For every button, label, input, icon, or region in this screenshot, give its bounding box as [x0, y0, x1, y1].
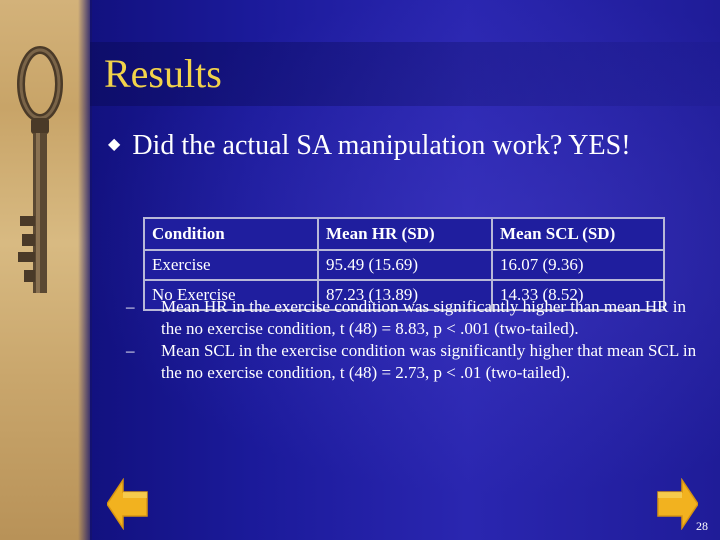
key-shaft-highlight [36, 133, 40, 293]
slide-title: Results [104, 51, 222, 96]
next-slide-button[interactable] [656, 478, 698, 530]
key-bow [17, 46, 63, 122]
table-cell: 16.07 (9.36) [491, 249, 665, 281]
header-condition: Condition [143, 217, 319, 251]
prev-slide-button[interactable] [107, 478, 149, 530]
sub-bullet-text: Mean SCL in the exercise condition was s… [161, 341, 697, 382]
arrow-left-icon [107, 478, 148, 530]
title-band [90, 42, 720, 106]
dash-bullet: – [126, 341, 135, 360]
table-cell: No Exercise [143, 279, 319, 311]
key-bit [18, 216, 35, 282]
sub-bullet-list: – Mean HR in the exercise condition was … [126, 296, 700, 384]
parchment-edge [78, 0, 92, 540]
antique-key-image [17, 46, 63, 293]
main-bullet: ◆ Did the actual SA manipulation work? YE… [108, 130, 631, 162]
list-item: – Mean SCL in the exercise condition was… [126, 340, 700, 384]
main-bullet-text: Did the actual SA manipulation work? YES… [132, 130, 631, 161]
table-cell: 87.23 (13.89) [317, 279, 493, 311]
table-cell: Exercise [143, 249, 319, 281]
table-cell: 14.33 (8.52) [491, 279, 665, 311]
table-row: Exercise 95.49 (15.69) 16.07 (9.36) [143, 249, 665, 281]
page-number: 28 [696, 519, 708, 533]
diamond-bullet-icon: ◆ [108, 136, 121, 153]
list-item: – Mean HR in the exercise condition was … [126, 296, 700, 340]
key-collar [31, 118, 49, 134]
dash-bullet: – [126, 297, 135, 316]
table-header-row: Condition Mean HR (SD) Mean SCL (SD) [143, 217, 665, 251]
table-cell: 95.49 (15.69) [317, 249, 493, 281]
table-row: No Exercise 87.23 (13.89) 14.33 (8.52) [143, 279, 665, 311]
header-mean-hr: Mean HR (SD) [317, 217, 493, 251]
sub-bullet-text: Mean HR in the exercise condition was si… [161, 297, 686, 338]
results-table: Condition Mean HR (SD) Mean SCL (SD) Exe… [143, 217, 665, 311]
arrow-right-icon [657, 478, 698, 530]
header-mean-scl: Mean SCL (SD) [491, 217, 665, 251]
